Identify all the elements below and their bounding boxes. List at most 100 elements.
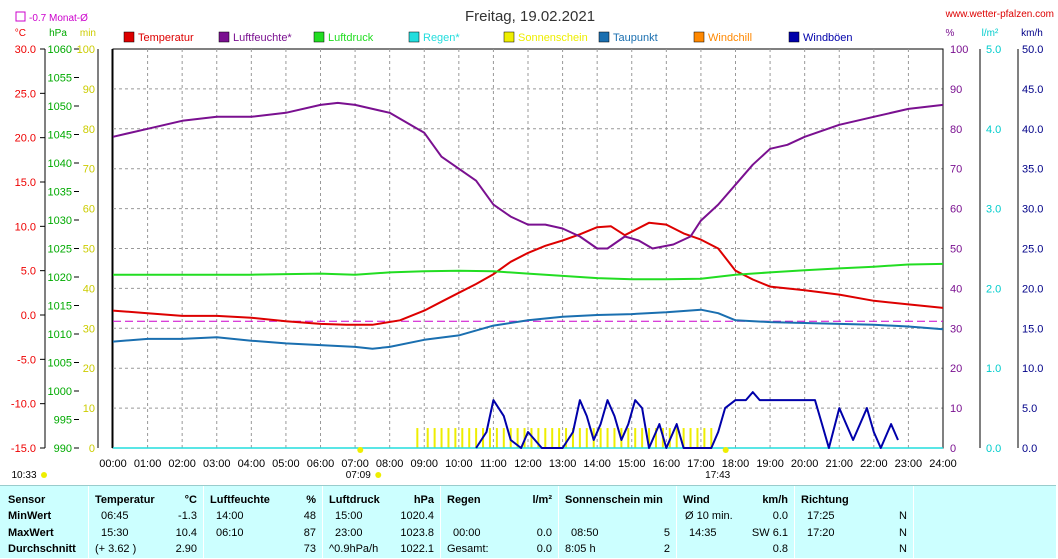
time-tick-label: 08:00 bbox=[376, 458, 404, 470]
series-line-temperatur bbox=[112, 221, 944, 326]
minutes-tick-label: 60 bbox=[83, 204, 95, 216]
wind-tick-label: 50.0 bbox=[1022, 44, 1043, 56]
stats-time: 06:10 bbox=[216, 527, 244, 539]
stats-time: 15:00 bbox=[335, 510, 363, 522]
time-tick-label: 03:00 bbox=[203, 458, 231, 470]
series-line-luftfeuchte bbox=[112, 101, 944, 250]
pressure-tick-label: 1040 bbox=[48, 158, 72, 170]
stats-value: 5 bbox=[663, 527, 670, 539]
stats-unit: l/m² bbox=[532, 494, 552, 506]
stats-time: 15:30 bbox=[101, 527, 129, 539]
time-tick-label: 21:00 bbox=[825, 458, 853, 470]
stats-value: 1023.8 bbox=[400, 527, 434, 539]
time-tick-label: 02:00 bbox=[168, 458, 196, 470]
sunshine-bar bbox=[426, 428, 429, 448]
sunshine-bar bbox=[551, 428, 554, 448]
sunshine-bar bbox=[641, 428, 644, 448]
minutes-tick-label: 0 bbox=[89, 443, 95, 455]
stats-header: Luftfeuchte bbox=[210, 494, 270, 506]
sunrise-label: 07:09 bbox=[346, 470, 371, 481]
chart-title: Freitag, 19.02.2021 bbox=[465, 8, 595, 25]
stats-header: Temperatur bbox=[95, 494, 155, 506]
stats-time: 17:20 bbox=[807, 527, 835, 539]
wind-tick-label: 35.0 bbox=[1022, 164, 1043, 176]
sunshine-bar bbox=[558, 428, 561, 448]
stats-unit: % bbox=[306, 494, 316, 506]
stats-col-regen: Regen l/m² 00:00 0.0 Gesamt: 0.0 bbox=[441, 486, 559, 558]
stats-value: SW 6.1 bbox=[751, 527, 788, 539]
series-line-taupunkt bbox=[112, 308, 944, 350]
temp-tick-label: 30.0 bbox=[15, 44, 36, 56]
pressure-tick-label: 995 bbox=[54, 415, 72, 427]
humidity-tick-label: 0 bbox=[950, 443, 956, 455]
stats-header: Luftdruck bbox=[329, 494, 380, 506]
sunshine-bar bbox=[613, 428, 616, 448]
sunshine-bar bbox=[516, 428, 519, 448]
pressure-tick-label: 990 bbox=[54, 443, 72, 455]
minutes-tick-label: 90 bbox=[83, 84, 95, 96]
stats-value: 1022.1 bbox=[400, 543, 434, 555]
pressure-tick-label: 1000 bbox=[48, 386, 72, 398]
stats-value: 0.0 bbox=[536, 527, 552, 539]
humidity-tick-label: 70 bbox=[950, 164, 962, 176]
stats-value: 10.4 bbox=[175, 527, 197, 539]
site-url: www.wetter-pfalzen.com bbox=[945, 9, 1054, 20]
wind-tick-label: 45.0 bbox=[1022, 84, 1043, 96]
time-tick-label: 04:00 bbox=[238, 458, 266, 470]
time-tick-label: 14:00 bbox=[583, 458, 611, 470]
stats-value: 0.0 bbox=[772, 510, 788, 522]
rain-tick-label: 0.0 bbox=[986, 443, 1001, 455]
sunshine-bar bbox=[544, 428, 547, 448]
stats-time: 06:45 bbox=[101, 510, 129, 522]
stats-value: 0.0 bbox=[536, 543, 552, 555]
stats-value: 2.90 bbox=[175, 543, 197, 555]
sunshine-bar bbox=[537, 428, 540, 448]
pressure-tick-label: 1010 bbox=[48, 329, 72, 341]
weather-chart: 30.0 25.0 20.0 15.0 10.0 5.0 0.0 -5.0 -10.0 -15.0… bbox=[11, 8, 1054, 481]
time-tick-label: 23:00 bbox=[895, 458, 923, 470]
series-line-luftdruck bbox=[113, 262, 944, 281]
moonrise-label: 10:33 bbox=[11, 470, 36, 481]
stats-time: 14:00 bbox=[216, 510, 244, 522]
sunshine-bar bbox=[599, 428, 602, 448]
wind-tick-label: 15.0 bbox=[1022, 323, 1043, 335]
temp-tick-label: 25.0 bbox=[15, 88, 36, 100]
legend-label: Temperatur bbox=[138, 32, 194, 44]
time-tick-label: 16:00 bbox=[653, 458, 681, 470]
row-label-min: MinWert bbox=[8, 510, 52, 522]
sunshine-bar bbox=[416, 428, 419, 448]
minutes-unit: min bbox=[80, 28, 96, 39]
stats-time: Ø 10 min. bbox=[685, 510, 733, 522]
legend-label: Luftdruck bbox=[328, 32, 374, 44]
series-line-windben bbox=[475, 391, 899, 449]
time-tick-label: 00:00 bbox=[99, 458, 127, 470]
sunshine-bar bbox=[488, 428, 491, 448]
time-tick-label: 13:00 bbox=[549, 458, 577, 470]
rain-tick-label: 5.0 bbox=[986, 44, 1001, 56]
legend-label: Taupunkt bbox=[613, 32, 658, 44]
stats-header: Richtung bbox=[801, 494, 849, 506]
sunshine-bar bbox=[578, 428, 581, 448]
sunshine-bar bbox=[565, 428, 568, 448]
stats-col-sonnenschein: Sonnenschein min 08:50 5 8:05 h 2 bbox=[559, 486, 677, 558]
rain-tick-label: 2.0 bbox=[986, 283, 1001, 295]
sunshine-bar bbox=[440, 428, 443, 448]
minutes-tick-label: 40 bbox=[83, 283, 95, 295]
humidity-tick-label: 50 bbox=[950, 244, 962, 256]
sunrise-marker bbox=[357, 447, 364, 453]
sunshine-bar bbox=[703, 428, 706, 448]
sunshine-bar bbox=[447, 428, 450, 448]
pressure-tick-label: 1005 bbox=[48, 358, 72, 370]
stats-unit: hPa bbox=[413, 494, 434, 506]
stats-header: Regen bbox=[447, 494, 481, 506]
stats-col-temperatur: Temperatur °C 06:45 -1.3 15:30 10.4 (+ 3… bbox=[89, 486, 204, 558]
time-tick-label: 09:00 bbox=[410, 458, 438, 470]
stats-time: 8:05 h bbox=[565, 543, 596, 555]
time-tick-label: 06:00 bbox=[307, 458, 335, 470]
wind-tick-label: 30.0 bbox=[1022, 204, 1043, 216]
pressure-tick-label: 1055 bbox=[48, 73, 72, 85]
rain-tick-label: 4.0 bbox=[986, 124, 1001, 136]
sunshine-bar bbox=[648, 428, 651, 448]
sunshine-bar bbox=[571, 428, 574, 448]
legend-swatch bbox=[313, 31, 325, 43]
